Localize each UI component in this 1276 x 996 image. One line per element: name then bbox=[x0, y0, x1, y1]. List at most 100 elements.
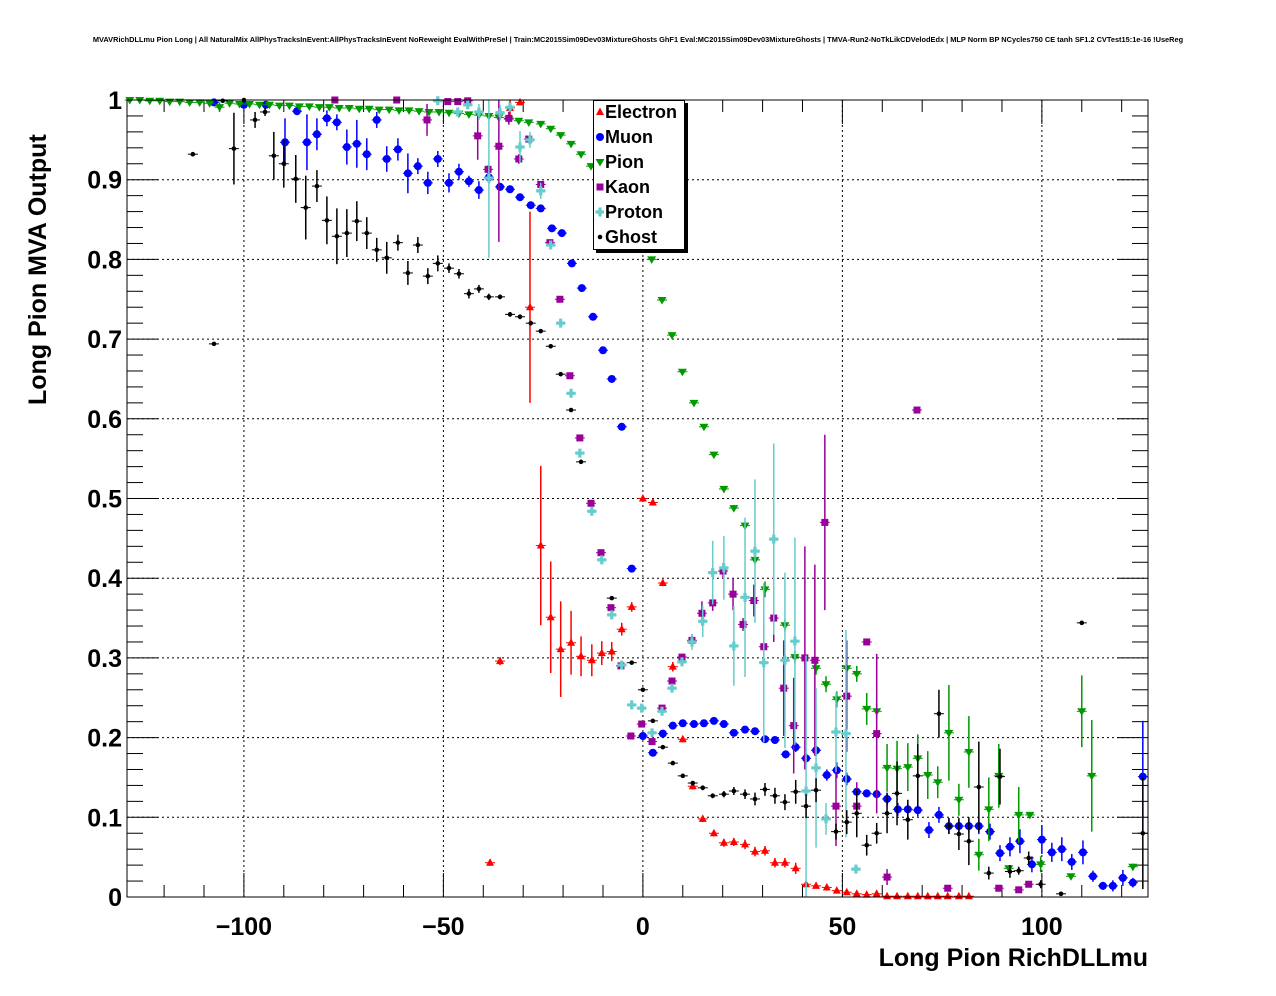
legend-triangle-down-icon bbox=[595, 159, 604, 167]
data-point-muon bbox=[1014, 829, 1025, 854]
marker-triangle-down bbox=[244, 100, 254, 109]
marker-triangle-down bbox=[821, 681, 831, 689]
data-point-ghost bbox=[300, 175, 311, 240]
marker-square bbox=[638, 720, 646, 728]
data-point-ghost bbox=[321, 196, 332, 245]
data-point-pion bbox=[698, 423, 709, 432]
marker-dot bbox=[435, 261, 441, 266]
marker-triangle-up bbox=[525, 302, 534, 311]
data-point-muon bbox=[505, 185, 516, 194]
data-point-kaon bbox=[788, 677, 799, 774]
data-point-ghost bbox=[290, 154, 301, 203]
marker-square bbox=[944, 884, 952, 892]
data-point-ghost bbox=[667, 760, 678, 766]
marker-circle bbox=[280, 138, 289, 147]
data-point-kaon bbox=[882, 869, 893, 886]
legend-dot-icon bbox=[597, 234, 603, 240]
marker-triangle-up bbox=[729, 837, 738, 846]
data-point-ghost bbox=[933, 689, 944, 738]
marker-circle bbox=[1067, 857, 1076, 866]
data-point-electron bbox=[790, 862, 801, 874]
data-point-ghost bbox=[750, 792, 760, 806]
marker-triangle-down bbox=[354, 105, 364, 114]
data-point-muon bbox=[626, 564, 637, 573]
data-point-pion bbox=[728, 504, 739, 513]
marker-triangle-down bbox=[1066, 873, 1076, 881]
data-point-ghost bbox=[677, 773, 688, 779]
marker-dot bbox=[558, 371, 563, 377]
data-point-pion bbox=[1076, 675, 1087, 748]
data-point-proton bbox=[566, 388, 577, 398]
data-point-pion bbox=[434, 108, 444, 117]
marker-cross bbox=[811, 763, 821, 773]
data-point-pion bbox=[882, 743, 893, 792]
marker-square bbox=[1025, 880, 1033, 888]
data-point-muon bbox=[588, 312, 599, 321]
marker-triangle-down bbox=[657, 297, 667, 305]
data-point-ghost bbox=[657, 744, 668, 750]
marker-dot bbox=[395, 240, 401, 245]
marker-circle bbox=[342, 143, 351, 152]
marker-circle bbox=[464, 177, 473, 186]
marker-circle bbox=[536, 204, 545, 213]
marker-circle bbox=[454, 167, 463, 176]
marker-triangle-down bbox=[954, 796, 964, 805]
marker-triangle-down bbox=[314, 104, 324, 112]
marker-dot bbox=[486, 294, 492, 300]
marker-circle bbox=[689, 720, 698, 729]
data-point-ghost bbox=[351, 201, 362, 242]
data-point-pion bbox=[194, 99, 205, 107]
data-point-muon bbox=[392, 138, 403, 161]
marker-circle bbox=[986, 827, 995, 836]
data-point-muon bbox=[1077, 840, 1088, 865]
data-point-muon bbox=[831, 762, 842, 779]
data-point-ghost bbox=[402, 260, 413, 285]
y-tick-label: 0.4 bbox=[87, 565, 122, 593]
marker-square bbox=[423, 116, 431, 124]
data-point-electron bbox=[922, 891, 933, 900]
marker-triangle-up bbox=[872, 889, 881, 897]
data-point-muon bbox=[637, 732, 648, 741]
marker-triangle-down bbox=[689, 399, 699, 408]
marker-dot bbox=[710, 793, 716, 799]
marker-square bbox=[587, 499, 595, 507]
legend-item-pion: Pion bbox=[594, 151, 684, 176]
marker-triangle-up bbox=[577, 651, 586, 660]
y-tick-label: 0.8 bbox=[87, 246, 122, 274]
marker-triangle-up bbox=[607, 647, 616, 655]
marker-triangle-up bbox=[812, 881, 821, 889]
y-tick-label: 0.1 bbox=[87, 804, 122, 832]
legend-label: Proton bbox=[605, 202, 663, 222]
marker-dot bbox=[374, 247, 380, 253]
data-point-muon bbox=[453, 163, 464, 180]
data-point-ghost bbox=[882, 793, 893, 834]
data-point-pion bbox=[234, 100, 245, 109]
marker-dot bbox=[772, 793, 778, 799]
marker-circle bbox=[1108, 881, 1117, 890]
data-point-electron bbox=[626, 602, 637, 612]
marker-dot bbox=[660, 744, 666, 750]
marker-dot bbox=[1140, 830, 1146, 836]
marker-triangle-up bbox=[913, 891, 922, 900]
data-point-pion bbox=[214, 102, 225, 112]
data-point-pion bbox=[324, 104, 335, 112]
marker-dot bbox=[364, 230, 370, 236]
marker-circle bbox=[668, 721, 677, 730]
data-point-proton bbox=[515, 131, 525, 163]
marker-square bbox=[515, 155, 523, 163]
marker-triangle-up bbox=[903, 891, 912, 900]
marker-square bbox=[678, 653, 686, 661]
y-axis-label: Long Pion MVA Output bbox=[24, 134, 52, 405]
data-point-muon bbox=[556, 229, 567, 238]
marker-dot bbox=[476, 286, 482, 292]
marker-cross bbox=[657, 706, 667, 716]
legend-label: Muon bbox=[605, 127, 653, 147]
marker-triangle-down bbox=[984, 806, 994, 814]
marker-dot bbox=[650, 718, 656, 724]
marker-circle bbox=[729, 728, 738, 737]
data-point-muon bbox=[341, 129, 352, 165]
marker-cross bbox=[617, 660, 627, 670]
marker-cross bbox=[575, 448, 585, 458]
data-point-electron bbox=[647, 497, 658, 506]
marker-triangle-up bbox=[486, 858, 495, 866]
